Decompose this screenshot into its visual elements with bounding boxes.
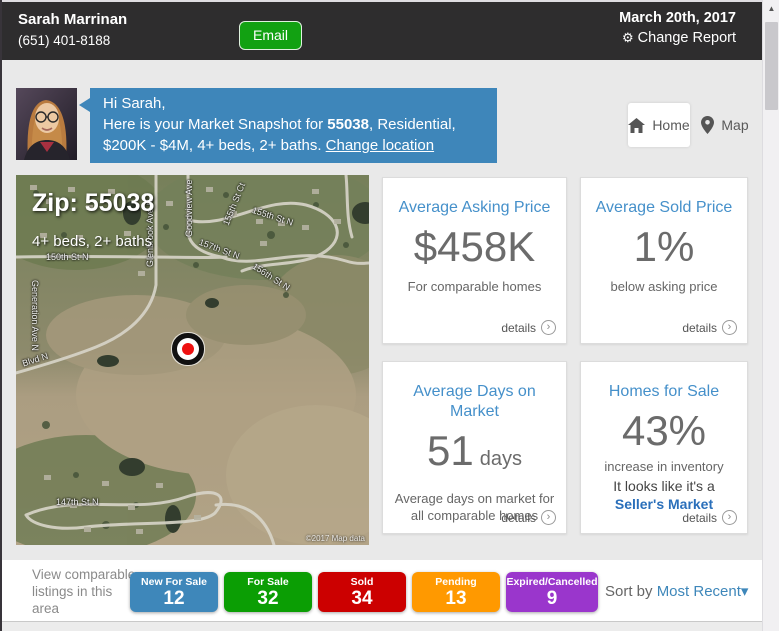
card-value: 1% <box>633 223 695 270</box>
change-location-link[interactable]: Change location <box>325 137 435 154</box>
card-title: Average Asking Price <box>398 199 551 216</box>
map-marker[interactable] <box>182 343 194 355</box>
street-label: Generation Ave N <box>30 280 40 351</box>
caret-down-icon: ▾ <box>740 583 749 600</box>
details-link[interactable]: details › <box>501 510 556 525</box>
filter-count: 13 <box>445 588 467 609</box>
filter-count: 34 <box>351 588 373 609</box>
map-zip-label: Zip: 55038 <box>32 189 155 217</box>
tab-home[interactable]: Home <box>628 103 690 147</box>
filter-button-pending[interactable]: Pending 13 <box>412 572 500 612</box>
card-title: Average Days on Market <box>413 383 536 420</box>
card-value-unit: days <box>479 448 522 470</box>
sort-by-label: Sort by <box>605 583 657 600</box>
chevron-right-icon: › <box>722 510 737 525</box>
gear-icon: ⚙ <box>622 30 634 45</box>
card-value: 43% <box>621 407 707 454</box>
greeting-line3: $200K - $4M, 4+ beds, 2+ baths. Change l… <box>103 137 435 154</box>
street-label: 150th St N <box>46 252 89 262</box>
map-filters-label: 4+ beds, 2+ baths <box>32 233 153 250</box>
zip-code: 55038 <box>327 116 369 133</box>
greeting-line1: Hi Sarah, <box>103 95 166 112</box>
footer-bar: View comparable listings in this area Ne… <box>2 560 764 622</box>
filter-button-for-sale[interactable]: For Sale 32 <box>224 572 312 612</box>
avatar-photo <box>16 88 77 160</box>
agent-phone: (651) 401-8188 <box>18 33 111 48</box>
sort-control: Sort by Most Recent▾ <box>605 582 748 600</box>
map-pin-icon <box>701 116 715 134</box>
agent-avatar <box>16 88 77 160</box>
card-value: 51 days <box>427 427 522 474</box>
details-link[interactable]: details › <box>682 510 737 525</box>
greeting-line2: Here is your Market Snapshot for 55038, … <box>103 116 456 133</box>
scrollbar[interactable]: ▲ <box>762 0 779 631</box>
chevron-right-icon: › <box>541 510 556 525</box>
scrollbar-thumb[interactable] <box>765 22 778 110</box>
greeting-bubble: Hi Sarah, Here is your Market Snapshot f… <box>79 88 497 163</box>
filter-button-sold[interactable]: Sold 34 <box>318 572 406 612</box>
card-title: Homes for Sale <box>608 383 720 400</box>
view-comparables-label: View comparable listings in this area <box>32 567 136 616</box>
filter-label: Pending <box>435 576 477 588</box>
tab-home-label: Home <box>652 117 690 133</box>
header-right: March 20th, 2017 ⚙ Change Report <box>619 10 736 46</box>
filter-label: New For Sale <box>141 576 207 588</box>
card-average-sold-price: Average Sold Price 1% below asking price… <box>580 177 748 344</box>
sort-dropdown[interactable]: Most Recent▾ <box>656 583 749 600</box>
chevron-right-icon: › <box>722 320 737 335</box>
agent-name: Sarah Marrinan <box>18 11 128 28</box>
map-terrain <box>16 175 369 545</box>
window-top-edge <box>2 0 779 2</box>
filter-count: 32 <box>257 588 279 609</box>
tab-map[interactable]: Map <box>696 103 754 147</box>
filter-count: 12 <box>163 588 185 609</box>
page-bottom-strip <box>2 622 764 631</box>
map-watermark: ©2017 Map data <box>305 534 365 543</box>
bubble-tail <box>79 98 90 112</box>
card-subtitle: For comparable homes <box>407 279 542 294</box>
filter-button-expired-cancelled[interactable]: Expired/Cancelled 9 <box>506 572 598 612</box>
card-subtitle: increase in inventory <box>604 459 724 474</box>
filter-label: Expired/Cancelled <box>506 576 598 588</box>
details-link[interactable]: details › <box>501 320 556 335</box>
market-type-line: It looks like it's a Seller's Market <box>613 478 715 512</box>
card-average-days-on-market: Average Days on Market 51 days Average da… <box>382 361 567 534</box>
card-subtitle: Average days on market for all comparabl… <box>394 491 555 523</box>
card-title: Average Sold Price <box>595 199 733 216</box>
street-label: 147th St N <box>56 497 99 507</box>
header-bar: Sarah Marrinan (651) 401-8188 Email Marc… <box>2 2 762 60</box>
email-button[interactable]: Email <box>239 21 302 50</box>
filter-label: For Sale <box>247 576 289 588</box>
filter-button-new-for-sale[interactable]: New For Sale 12 <box>130 572 218 612</box>
tab-map-label: Map <box>721 117 749 133</box>
card-value: $458K <box>413 223 536 270</box>
report-date: March 20th, 2017 <box>619 10 736 26</box>
map-panel[interactable]: 150th St N Glenbrook Ave N Goodview Ave … <box>16 175 369 545</box>
change-report-label: Change Report <box>637 30 736 46</box>
details-link[interactable]: details › <box>682 320 737 335</box>
scrollbar-up-arrow-icon[interactable]: ▲ <box>767 4 776 13</box>
card-average-asking-price: Average Asking Price $458K For comparabl… <box>382 177 567 344</box>
chevron-right-icon: › <box>541 320 556 335</box>
change-report-button[interactable]: ⚙ Change Report <box>619 30 736 46</box>
street-label: Goodview Ave <box>184 179 194 237</box>
card-homes-for-sale: Homes for Sale 43% increase in inventory… <box>580 361 748 534</box>
filter-count: 9 <box>546 588 558 609</box>
card-subtitle: below asking price <box>610 279 718 294</box>
home-icon <box>628 117 646 133</box>
filter-label: Sold <box>350 576 374 588</box>
seller-market-label: Seller's Market <box>614 496 714 512</box>
